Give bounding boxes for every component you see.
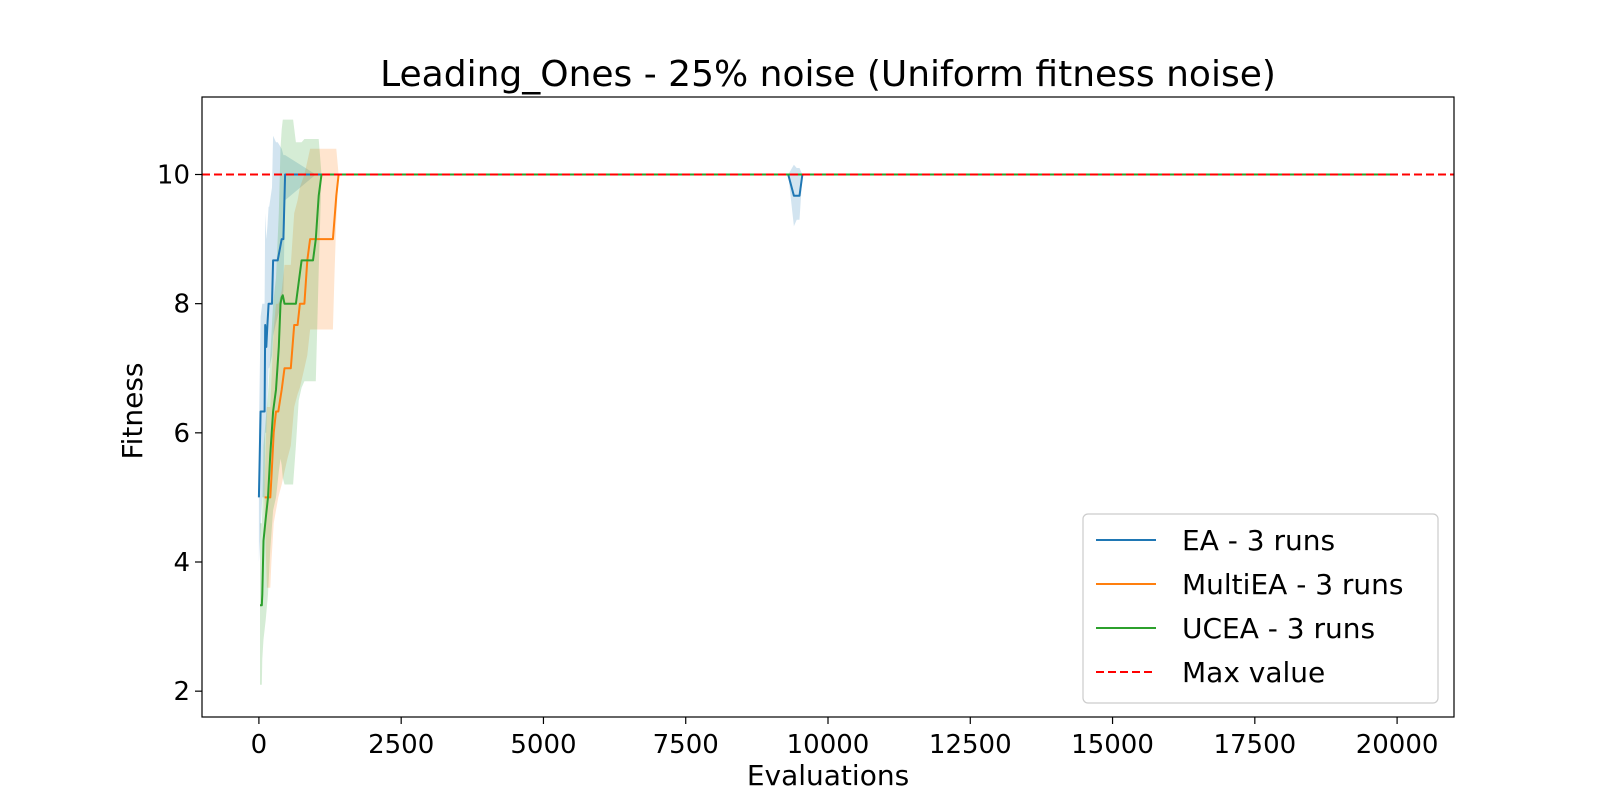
x-axis-label: Evaluations xyxy=(747,759,909,792)
x-tick-label: 15000 xyxy=(1071,730,1154,760)
x-tick-label: 17500 xyxy=(1213,730,1296,760)
x-axis-ticks: 0 2500 5000 7500 10000 12500 15000 17500 20000 xyxy=(251,717,1439,760)
y-tick-label: 6 xyxy=(173,419,190,449)
y-tick-label: 4 xyxy=(173,548,190,578)
legend-frame xyxy=(1082,513,1439,704)
y-tick-label: 8 xyxy=(173,290,190,320)
band-series-0 xyxy=(258,135,1398,563)
legend-label-2: UCEA - 3 runs xyxy=(1182,612,1375,645)
x-tick-label: 2500 xyxy=(368,730,434,760)
legend: EA - 3 runs MultiEA - 3 runs UCEA - 3 runs… xyxy=(1082,513,1439,704)
y-axis-ticks: 2 4 6 8 10 xyxy=(157,161,202,707)
legend-label-3: Max value xyxy=(1182,656,1325,689)
legend-label-1: MultiEA - 3 runs xyxy=(1182,568,1404,601)
x-tick-label: 7500 xyxy=(653,730,719,760)
line-series-2 xyxy=(260,173,1398,607)
chart-title: Leading_Ones - 25% noise (Uniform fitnes… xyxy=(380,54,1276,95)
y-axis-label: Fitness xyxy=(116,363,149,460)
y-tick-label: 2 xyxy=(173,677,190,707)
legend-label-0: EA - 3 runs xyxy=(1182,524,1335,557)
series-lines xyxy=(257,173,1398,607)
x-tick-label: 10000 xyxy=(787,730,870,760)
line-series-1 xyxy=(264,173,1398,499)
line-series-0 xyxy=(257,173,1398,498)
y-tick-label: 10 xyxy=(157,161,190,191)
x-tick-label: 20000 xyxy=(1356,730,1439,760)
x-tick-label: 0 xyxy=(251,730,268,760)
x-tick-label: 5000 xyxy=(510,730,576,760)
x-tick-label: 12500 xyxy=(929,730,1012,760)
